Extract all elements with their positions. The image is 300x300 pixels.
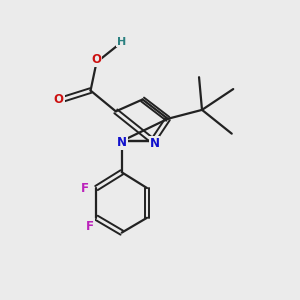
Text: H: H: [117, 37, 126, 46]
Text: O: O: [92, 53, 101, 66]
Text: F: F: [86, 220, 94, 232]
Text: N: N: [117, 136, 127, 149]
Text: N: N: [149, 137, 160, 150]
Text: F: F: [81, 182, 89, 194]
Text: O: O: [54, 93, 64, 106]
